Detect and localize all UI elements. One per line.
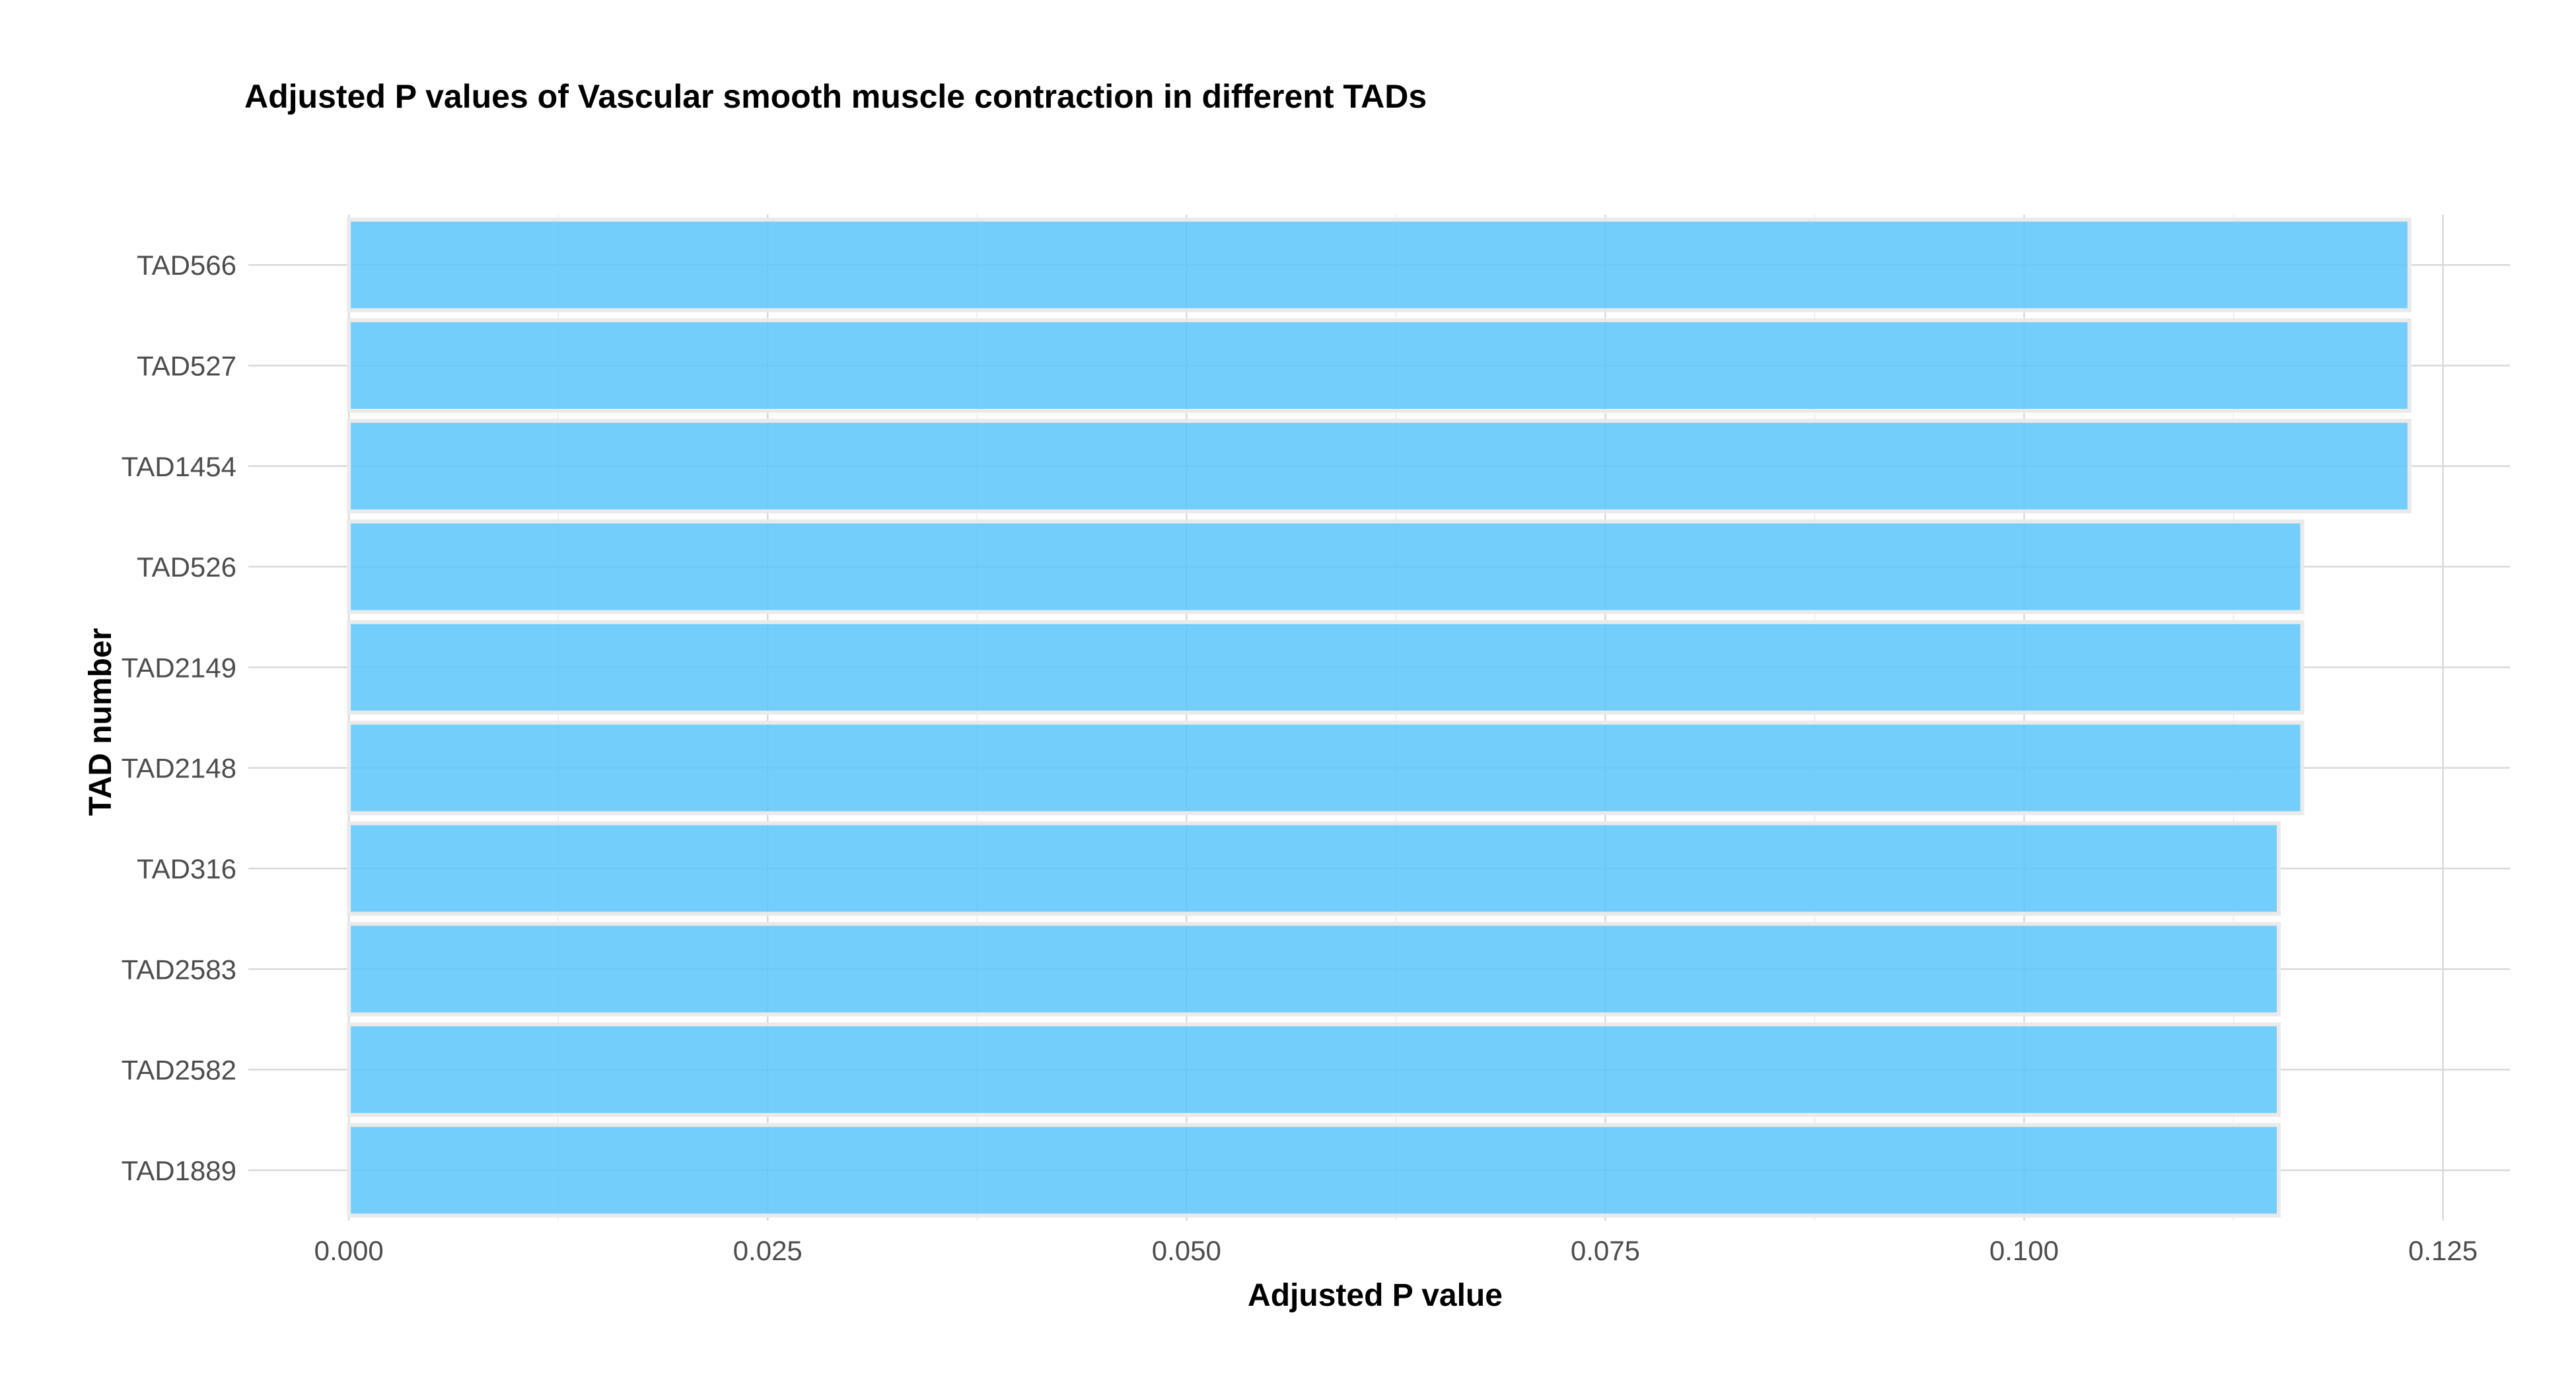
x-tick-label: 0.125 <box>2408 1235 2478 1266</box>
x-tick-label: 0.000 <box>314 1235 384 1266</box>
y-tick-label: TAD566 <box>137 250 236 281</box>
bar-tad2149 <box>347 620 2305 715</box>
bar-tad566 <box>347 217 2412 312</box>
y-tick-label: TAD1889 <box>122 1155 236 1186</box>
x-tick-label: 0.050 <box>1152 1235 1221 1266</box>
x-tick-label: 0.100 <box>1989 1235 2059 1266</box>
bar-tad1454 <box>347 419 2412 514</box>
bar-tad526 <box>347 519 2305 614</box>
x-tick-labels: 0.000 0.025 0.050 0.075 0.100 0.125 <box>314 1235 2478 1266</box>
y-tick-label: TAD1454 <box>122 451 236 482</box>
bar-tad2582 <box>347 1022 2281 1118</box>
y-tick-label: TAD2149 <box>122 652 236 683</box>
y-axis-title: TAD number <box>83 628 118 816</box>
x-axis-title: Adjusted P value <box>1248 1278 1503 1313</box>
y-tick-label: TAD316 <box>137 853 236 884</box>
bar-tad527 <box>347 318 2412 413</box>
bars <box>347 217 2412 1218</box>
bar-tad2583 <box>347 921 2281 1016</box>
y-tick-label: TAD2582 <box>122 1055 236 1086</box>
x-tick-label: 0.075 <box>1571 1235 1640 1266</box>
x-tick-label: 0.025 <box>733 1235 803 1266</box>
y-tick-labels: TAD566 TAD527 TAD1454 TAD526 TAD2149 TAD2148 T… <box>122 250 236 1186</box>
bar-tad316 <box>347 821 2281 916</box>
y-tick-label: TAD527 <box>137 350 236 381</box>
y-tick-label: TAD526 <box>137 551 236 583</box>
y-tick-label: TAD2148 <box>122 753 236 784</box>
bar-tad1889 <box>347 1123 2281 1218</box>
chart-title: Adjusted P values of Vascular smooth mus… <box>244 78 1427 115</box>
y-tick-label: TAD2583 <box>122 954 236 985</box>
bar-tad2148 <box>347 721 2305 816</box>
